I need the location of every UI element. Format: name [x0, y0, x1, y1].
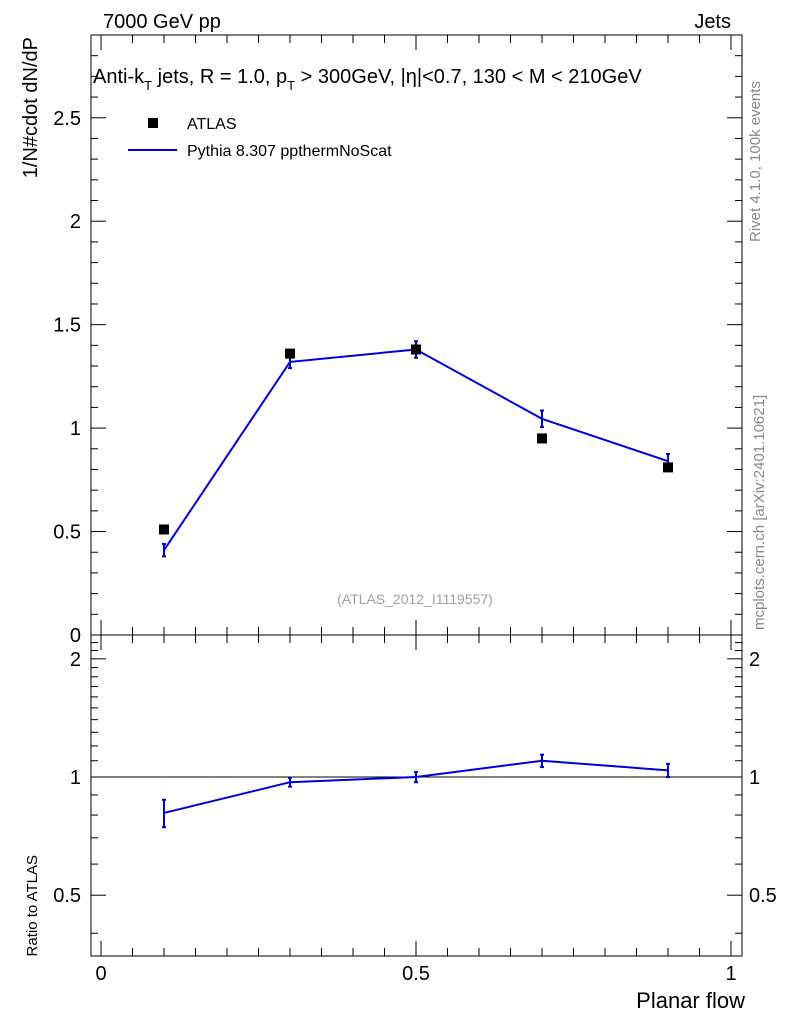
mcplots-label: mcplots.cern.ch [arXiv:2401.10621]: [751, 395, 768, 630]
atlas-data-point: [411, 344, 421, 355]
legend-atlas-label: ATLAS: [187, 116, 237, 133]
title-part-c: > 300GeV, |η|<0.7, 130 < M < 210GeV: [295, 66, 642, 88]
ratio-ylabel: Ratio to ATLAS: [24, 855, 41, 956]
title-sub-a: T: [144, 78, 152, 93]
atlas-data-point: [159, 524, 169, 535]
main-ytick-label: 2.5: [53, 108, 81, 130]
pythia-line: [163, 348, 669, 551]
main-ytick-label: 0.5: [53, 522, 81, 544]
title-part-a: Anti-k: [93, 66, 145, 88]
ratio-ytick-label-left: 0.5: [53, 885, 81, 907]
ratio-ytick-label-left: 2: [70, 649, 81, 671]
xtick-label: 1: [725, 963, 736, 985]
legend-atlas-marker: [148, 118, 158, 128]
x-axis-label: Planar flow: [636, 988, 745, 1013]
analysis-annotation: (ATLAS_2012_I1119557): [337, 591, 493, 607]
title-sub-b: T: [287, 78, 295, 93]
xtick-label: 0.5: [402, 963, 430, 985]
rivet-label: Rivet 4.1.0, 100k events: [747, 81, 764, 242]
xtick-label: 0: [95, 963, 106, 985]
header-right: Jets: [694, 11, 731, 33]
legend: ATLAS Pythia 8.307 ppthermNoScat: [128, 116, 392, 160]
atlas-data-point: [663, 462, 673, 473]
header-left: 7000 GeV pp: [103, 11, 221, 33]
ratio-plot-frame: [90, 634, 743, 957]
ratio-line: [163, 759, 669, 814]
main-ylabel: 1/N#cdot dN/dP: [20, 37, 42, 178]
main-ytick-label: 2: [70, 211, 81, 233]
legend-pythia-label: Pythia 8.307 ppthermNoScat: [187, 143, 392, 160]
main-ytick-label: 1.5: [53, 315, 81, 337]
main-plot-title: Anti-kT jets, R = 1.0, pT > 300GeV, |η|<…: [93, 66, 642, 93]
ratio-ytick-label-right: 2: [749, 649, 760, 671]
title-part-b: jets, R = 1.0, p: [152, 66, 287, 88]
atlas-data-point: [537, 433, 547, 444]
ratio-ytick-label-right: 0.5: [749, 885, 777, 907]
main-ytick-label: 1: [70, 418, 81, 440]
ratio-ytick-label-right: 1: [749, 767, 760, 789]
main-ytick-label: 0: [70, 625, 81, 647]
atlas-data-point: [285, 348, 295, 359]
ratio-ytick-label-left: 1: [70, 767, 81, 789]
